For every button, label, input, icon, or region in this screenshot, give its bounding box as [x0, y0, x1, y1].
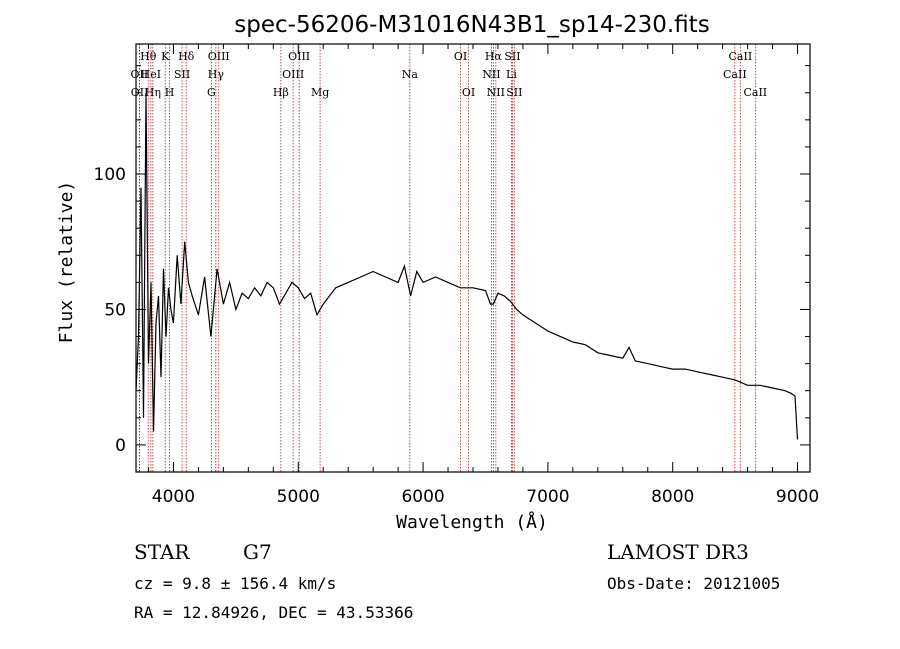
x-tick-label: 5000 [277, 487, 320, 507]
x-tick-label: 4000 [152, 487, 195, 507]
chart-title: spec-56206-M31016N43B1_sp14-230.fits [234, 12, 709, 38]
y-axis-ticks: 0 50 100 [94, 65, 810, 473]
object-class: STAR [134, 540, 190, 564]
line-label: CaII [729, 50, 753, 63]
y-tick-label: 50 [104, 300, 126, 320]
y-tick-label: 0 [115, 436, 126, 456]
line-label: OIII [282, 68, 304, 81]
line-label: HeI [141, 68, 161, 81]
line-label: Na [402, 68, 419, 81]
line-label: CaII [723, 68, 747, 81]
line-label: CaII [743, 86, 767, 99]
line-label: OIII [208, 50, 230, 63]
line-label: Hη [145, 86, 161, 99]
line-label: SII [506, 86, 522, 99]
x-tick-label: 7000 [526, 487, 569, 507]
line-label: G [207, 86, 216, 99]
line-label: Hγ [208, 68, 225, 81]
line-label: NII [482, 68, 500, 81]
line-label: NII [487, 86, 505, 99]
x-tick-label: 8000 [651, 487, 694, 507]
line-label: Hβ [273, 86, 289, 99]
line-label: Hα [485, 50, 503, 63]
line-label: Hθ [140, 50, 157, 63]
x-axis-ticks: 4000 5000 6000 7000 8000 9000 [147, 44, 819, 507]
plot-frame [135, 43, 811, 473]
spectrum-line [135, 92, 799, 440]
y-tick-label: 100 [94, 165, 126, 185]
line-label: Li [506, 68, 517, 81]
x-tick-label: 6000 [401, 487, 444, 507]
line-markers [138, 44, 756, 472]
line-label: OI [462, 86, 475, 99]
line-label: OII [131, 68, 149, 81]
y-axis-label: Flux (relative) [56, 181, 77, 344]
object-subclass: G7 [243, 540, 272, 564]
survey-name: LAMOST DR3 [607, 540, 749, 564]
line-label: Hδ [178, 50, 195, 63]
line-label: OI [454, 50, 467, 63]
x-axis-label: Wavelength (Å) [396, 511, 548, 533]
x-tick-label: 9000 [776, 487, 819, 507]
line-label: Mg [311, 86, 329, 99]
line-label: SII [504, 50, 520, 63]
line-label: OIII [288, 50, 310, 63]
obs-date: Obs-Date: 20121005 [607, 574, 781, 593]
line-label: SII [174, 68, 190, 81]
coordinates: RA = 12.84926, DEC = 43.53366 [134, 603, 414, 622]
line-label: H [165, 86, 175, 99]
line-label: K [161, 50, 170, 63]
redshift-cz: cz = 9.8 ± 156.4 km/s [134, 574, 337, 593]
